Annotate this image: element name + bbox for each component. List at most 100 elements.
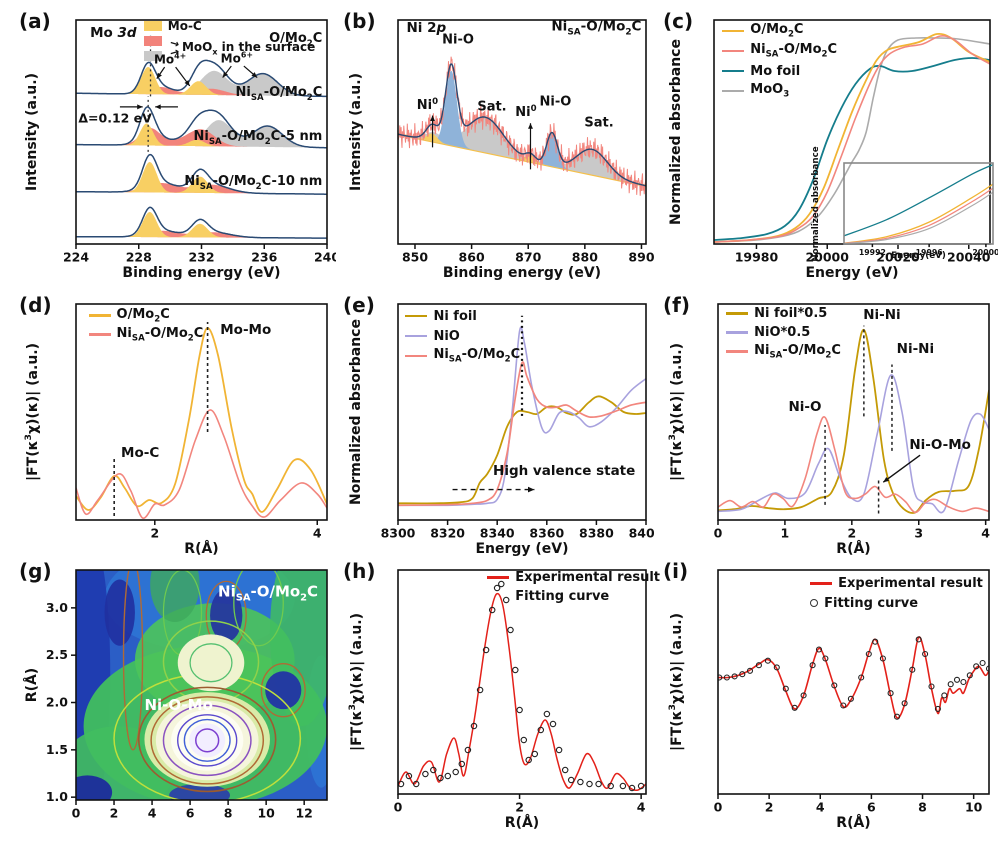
x-tick-label: 8400: [629, 526, 654, 541]
annotation-arrow: [528, 123, 533, 170]
panel-letter: (c): [663, 9, 694, 33]
y-tick-label: 2.0: [46, 695, 68, 710]
NiO: [398, 326, 646, 507]
y-axis-label: Intensity (a.u.): [24, 72, 40, 192]
panel-b: 850 860 870 880 890 (b) Binding energy (eV) Int…: [342, 9, 654, 290]
legend-line-marker: [722, 29, 745, 33]
y-axis-label: |FT(κ3χ)(κ)| (a.u.): [667, 342, 685, 482]
y-axis-label: Intensity (a.u.): [348, 72, 364, 192]
x-tick-label: 8340: [480, 526, 515, 541]
x-tick-label: 4: [637, 800, 646, 815]
panel-e: 8300 8320 8340 8360 8380 8400 (e) Energy (eV) No…: [342, 293, 654, 564]
contour-feature: [150, 696, 265, 785]
annotation: Ni-O-Mo: [144, 696, 213, 715]
annotation: NiSA-O/Mo2C: [218, 582, 319, 604]
x-tick-label: 8360: [529, 526, 564, 541]
legend-item: NiSA-O/Mo2C: [405, 346, 520, 366]
annotation: Mo6+: [220, 50, 253, 66]
legend-label: NiO*0.5: [754, 325, 811, 340]
panel-letter: (b): [343, 9, 376, 33]
x-tick-label: 4: [981, 526, 990, 541]
panel-h-legend: Experimental result Fitting curve: [487, 568, 660, 606]
contour-feature: [195, 728, 220, 753]
x-axis-label: R(Å): [836, 815, 871, 831]
x-tick-label: 850: [402, 250, 428, 265]
panel-f-canvas: 0 1 2 3 4: [714, 303, 990, 541]
x-tick-label: 870: [515, 250, 541, 265]
legend-line-marker: [726, 331, 749, 334]
panel-f-series: [718, 325, 989, 514]
legend-item: MoO3: [722, 81, 837, 101]
annotation: Ni0: [515, 104, 537, 121]
annotation-arrow: [243, 65, 258, 79]
x-tick-label: 890: [628, 250, 654, 265]
panel-i-canvas: 0 2 4 6 8 10: [714, 569, 990, 815]
panel-a-canvas: 224 228 232 236 240: [63, 19, 336, 265]
y-axis-label: Normalized absorbance: [348, 319, 364, 505]
annotation-arrow: [452, 486, 535, 493]
panel-letter: (g): [19, 559, 52, 583]
Mo-foil: [714, 57, 990, 241]
panel-c: 19980 20000 20020 20040 (c) Energy (eV) Normal…: [662, 9, 998, 290]
x-tick-label: 880: [572, 250, 598, 265]
annotation-arrow: [222, 65, 232, 78]
10nm-envelope: [76, 206, 327, 239]
annotation: O/Mo2C: [269, 31, 323, 49]
x-axis-label: R(Å): [836, 541, 871, 557]
x-tick-label: 2: [150, 526, 159, 541]
legend-line-marker: [487, 575, 510, 579]
annotation: Ni0: [416, 96, 439, 113]
panel-cInset: 19992 19996 20000 Energy(eV) Normalized abso…: [811, 146, 998, 270]
legend-item: NiO*0.5: [726, 323, 841, 342]
x-tick-label: 4: [148, 806, 157, 821]
Ni-foil-x0.5: [718, 328, 989, 514]
panel-cInset-canvas: 19992 19996 20000: [843, 162, 998, 257]
legend-label: O/Mo2C: [116, 306, 170, 325]
annotation: Sat.: [477, 99, 507, 115]
x-tick-label: 8300: [381, 526, 416, 541]
legend-label: NiSA-O/Mo2C: [116, 325, 204, 344]
O/Mo2C: [76, 327, 327, 513]
x-tick-label: 20040: [947, 250, 991, 265]
panel-letter: (e): [343, 293, 375, 317]
x-tick-label: 19992: [859, 248, 886, 257]
annotation: Mo 3d: [90, 24, 137, 41]
y-tick-label: 2.5: [46, 647, 68, 662]
x-tick-label: 0: [394, 800, 403, 815]
legend-item: [143, 49, 202, 64]
Ni-foil: [398, 395, 646, 505]
contour-feature: [137, 686, 277, 793]
contour-feature: [183, 718, 231, 762]
panel-e-legend: Ni foil NiO NiSA-O/Mo2C: [405, 306, 520, 366]
panel-d-series: [76, 322, 327, 519]
legend-label: Mo foil: [750, 63, 801, 79]
x-tick-label: 4: [313, 526, 322, 541]
fitting: [398, 580, 645, 792]
x-axis-label: Binding energy (eV): [122, 265, 281, 281]
panel-e-canvas: 8300 8320 8340 8360 8380 8400: [381, 303, 654, 541]
panel-letter: (a): [19, 9, 51, 33]
panel-g-canvas: 0 2 4 6 8 10 12 1.0 1.5 2.0 2.5 3.0: [46, 569, 328, 821]
annotation: NiSA-O/Mo2C: [551, 18, 642, 38]
legend-label: NiSA-O/Mo2C: [754, 342, 841, 361]
panel-d: 2 4 (d) R(Å) |FT(κ3χ)(κ)| (a.u.) O/Mo2C NiSA-O…: [18, 293, 336, 564]
contour-feature: [265, 671, 302, 710]
x-tick-label: 2: [765, 800, 774, 815]
legend-line-marker: [726, 350, 749, 353]
panel-letter: (h): [343, 559, 376, 583]
legend-circle-marker: [810, 599, 819, 608]
10nm-MoC-yellow: [76, 212, 327, 239]
O/Mo2C-envelope: [76, 59, 327, 98]
x-axis-label: Energy (eV): [805, 265, 899, 281]
y-axis-label: |FT(κ3χ)(κ)| (a.u.): [23, 342, 41, 482]
x-tick-label: 2: [110, 806, 119, 821]
x-tick-label: 1: [781, 526, 790, 541]
legend-item: NiSA-O/Mo2C: [88, 325, 204, 344]
panel-letter: (f): [663, 293, 690, 317]
contour-feature: [260, 663, 306, 718]
legend-label: Fitting curve: [515, 588, 610, 604]
annotation: Mo-Mo: [220, 322, 272, 338]
legend-spacer: [487, 596, 509, 597]
legend-line-marker: [88, 333, 111, 336]
